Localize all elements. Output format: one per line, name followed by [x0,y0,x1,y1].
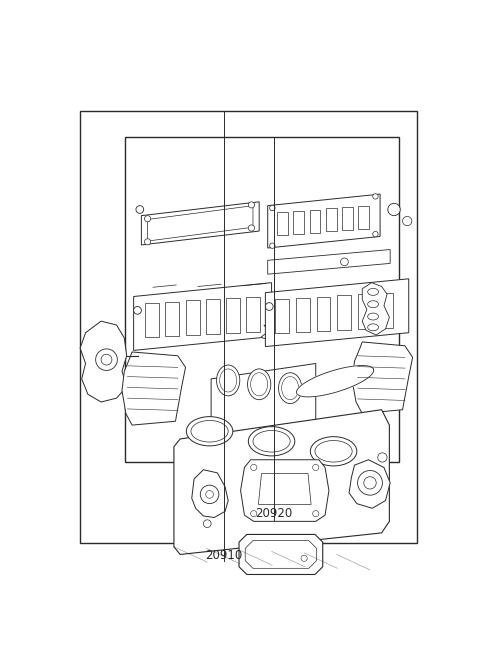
Circle shape [144,239,151,245]
Bar [293,211,304,234]
Circle shape [144,215,151,222]
Circle shape [378,453,387,462]
Text: 20920: 20920 [255,507,292,520]
Circle shape [372,194,378,199]
Circle shape [340,258,348,266]
Bar [145,303,159,337]
Ellipse shape [268,329,286,339]
Ellipse shape [315,441,352,462]
Ellipse shape [368,313,379,320]
Circle shape [248,202,254,208]
Bar [316,297,330,331]
Circle shape [372,231,378,237]
Ellipse shape [251,373,268,396]
Bar [125,137,398,462]
Bar [275,299,288,333]
Ellipse shape [368,301,379,308]
Bar [186,301,200,335]
Polygon shape [147,206,253,241]
Bar [206,299,220,334]
Polygon shape [80,321,127,402]
Bar [226,298,240,333]
Polygon shape [211,364,316,437]
Polygon shape [268,250,390,274]
Bar [246,297,260,331]
Ellipse shape [248,369,271,400]
Polygon shape [268,194,380,248]
Ellipse shape [253,430,290,452]
Polygon shape [362,283,389,335]
Ellipse shape [368,288,379,295]
Ellipse shape [311,437,357,466]
Polygon shape [240,460,329,521]
Circle shape [265,303,273,310]
Polygon shape [142,202,259,245]
Polygon shape [122,352,186,425]
Circle shape [270,243,275,248]
Bar [359,294,372,329]
Ellipse shape [216,365,240,396]
Circle shape [248,225,254,231]
Ellipse shape [278,373,302,403]
Circle shape [206,491,214,498]
Circle shape [200,485,219,504]
Polygon shape [349,460,390,508]
Ellipse shape [186,417,233,446]
Bar [326,208,336,231]
Circle shape [251,510,257,517]
Circle shape [136,206,144,214]
Ellipse shape [368,324,379,331]
Circle shape [312,464,319,470]
Polygon shape [265,279,409,346]
Bar [277,212,288,235]
Polygon shape [245,540,316,569]
Bar [359,206,369,229]
Circle shape [204,520,211,527]
Circle shape [251,464,257,470]
Circle shape [133,307,142,314]
Polygon shape [239,534,323,574]
Polygon shape [297,365,374,397]
Bar [310,210,321,233]
Circle shape [135,354,140,358]
Polygon shape [258,474,311,504]
Circle shape [358,470,383,495]
Circle shape [312,510,319,517]
Text: 20910: 20910 [205,549,242,562]
Polygon shape [174,409,389,555]
Circle shape [301,555,307,561]
Bar [166,301,180,336]
Ellipse shape [220,369,237,392]
Circle shape [388,203,400,215]
Circle shape [101,354,112,365]
Polygon shape [192,470,228,517]
Circle shape [403,216,412,226]
Bar [337,295,351,330]
Bar [342,207,353,231]
Polygon shape [261,325,275,339]
Ellipse shape [248,426,295,456]
Polygon shape [133,283,272,350]
Polygon shape [352,342,413,413]
Ellipse shape [191,421,228,442]
Bar [379,293,393,328]
Bar [296,297,310,332]
Circle shape [96,349,117,371]
Bar [81,111,417,542]
Ellipse shape [282,377,299,400]
Circle shape [270,205,275,211]
Circle shape [364,477,376,489]
